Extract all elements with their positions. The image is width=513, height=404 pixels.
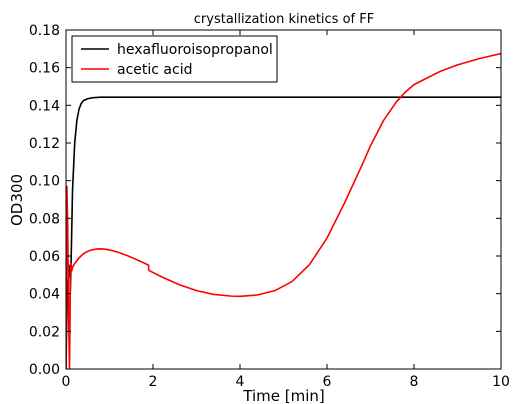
x-axis-label: Time [min] [242, 387, 324, 404]
y-tick-label: 0.18 [29, 23, 60, 39]
legend-box [71, 35, 278, 83]
x-tick-label: 10 [492, 374, 510, 390]
x-tick-label: 2 [149, 374, 158, 390]
legend-label: hexafluoroisopropanol [117, 42, 273, 58]
y-tick-label: 0.12 [29, 136, 60, 152]
series-line-acetic-acid [66, 52, 501, 369]
y-tick-label: 0.10 [29, 174, 60, 190]
y-tick-label: 0.00 [29, 362, 60, 378]
axes-frame [65, 29, 502, 370]
series-group [66, 52, 501, 369]
legend-label: acetic acid [117, 62, 192, 78]
x-tick-label: 0 [62, 374, 71, 390]
y-tick-label: 0.14 [29, 98, 60, 114]
legend: hexafluoroisopropanol acetic acid [71, 35, 278, 83]
series-line-hexafluoroisopropanol [66, 96, 501, 369]
y-tick-label: 0.16 [29, 61, 60, 77]
y-tick-label: 0.06 [29, 249, 60, 265]
x-tick-label: 6 [323, 374, 332, 390]
x-tick-label: 4 [236, 374, 245, 390]
y-tick-label: 0.08 [29, 211, 60, 227]
y-tick-label: 0.04 [29, 287, 60, 303]
y-tick-label: 0.02 [29, 324, 60, 340]
plot-area [65, 29, 502, 370]
axis-ticks: 0 2 4 6 8 10 0.00 0.02 0.04 0.06 0.08 0.10 0.12 0.14 0… [29, 23, 510, 390]
chart-title: crystallization kinetics of FF [194, 12, 374, 27]
x-tick-label: 8 [410, 374, 419, 390]
y-axis-label: OD300 [8, 174, 26, 226]
